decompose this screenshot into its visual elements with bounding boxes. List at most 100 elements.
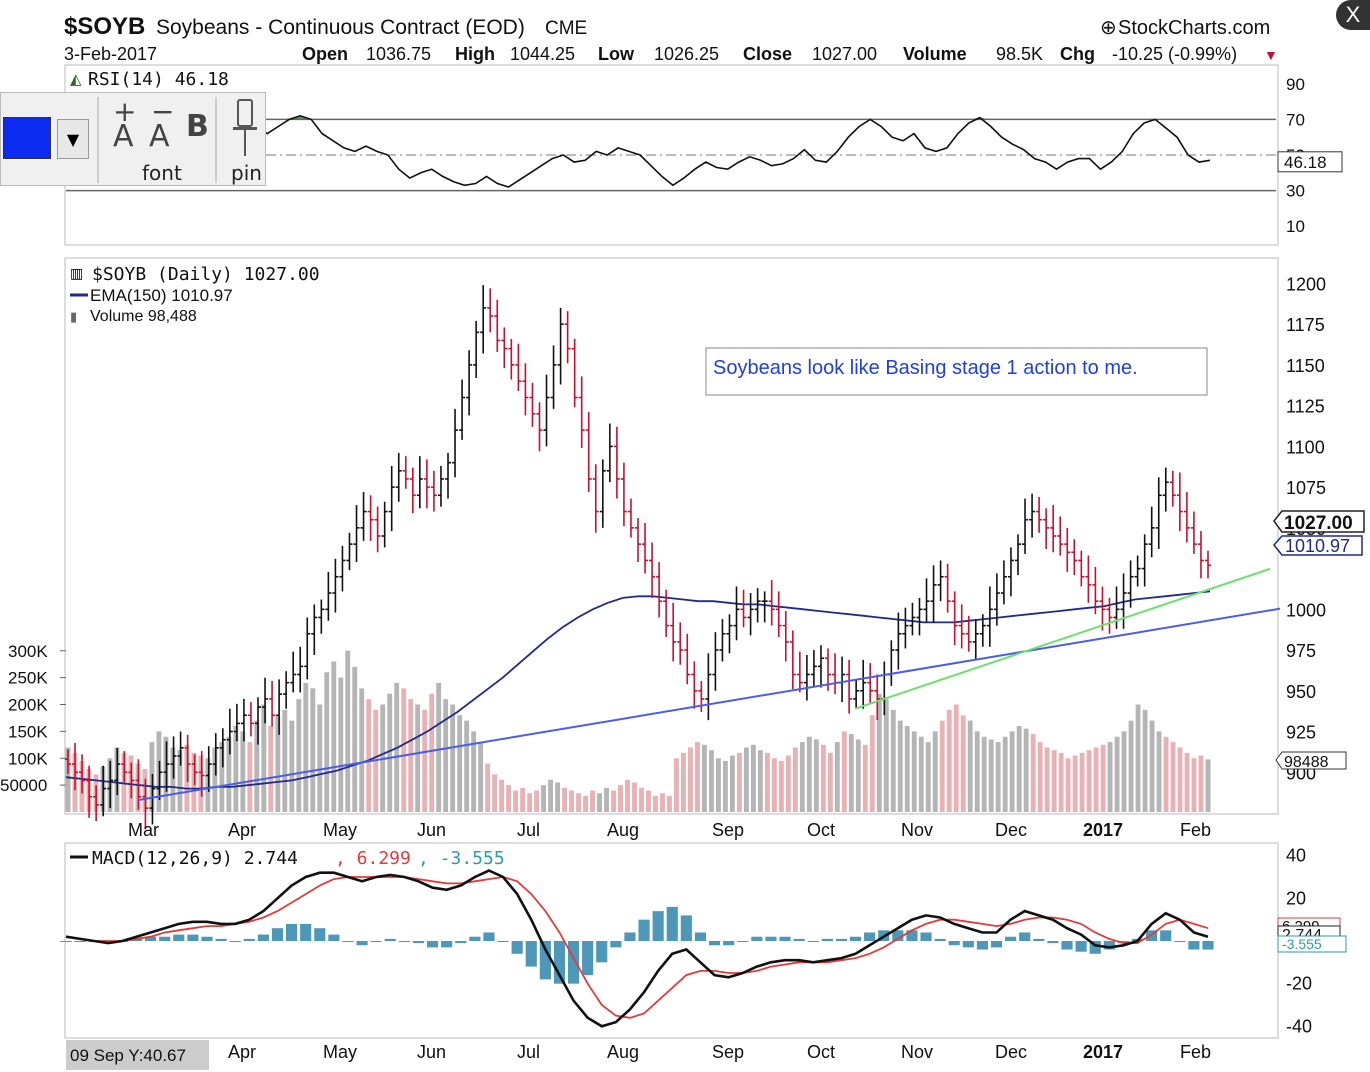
macd-histogram-bar <box>145 936 157 941</box>
open-label: Open <box>302 44 348 64</box>
macd-histogram-bar <box>398 941 410 942</box>
macd-x-tick: Jul <box>517 1042 540 1062</box>
font-decrease-button[interactable]: − <box>151 95 174 128</box>
macd-histogram-bar <box>1033 938 1045 941</box>
macd-histogram-bar <box>751 936 763 941</box>
macd-x-tick: Oct <box>807 1042 835 1062</box>
volume-bar <box>883 699 889 812</box>
volume-bar <box>632 782 637 812</box>
price-x-tick: Jun <box>417 820 446 840</box>
volume-bar <box>247 742 253 812</box>
volume-bar <box>1198 755 1204 812</box>
macd-x-tick: Jun <box>417 1042 446 1062</box>
volume-bar <box>219 742 225 812</box>
volume-bar <box>939 720 945 812</box>
macd-histogram-bar <box>286 923 298 941</box>
volume-bar <box>702 744 707 812</box>
volume-label: Volume <box>903 44 967 64</box>
price-x-tick: Feb <box>1180 820 1211 840</box>
close-icon[interactable]: X <box>1336 0 1370 30</box>
volume-bar <box>352 666 358 812</box>
volume-bar <box>583 795 588 812</box>
volume-y-tick: 250K <box>8 669 48 688</box>
volume-bar <box>1191 758 1197 812</box>
volume-bar <box>918 736 924 812</box>
macd-histogram-bar <box>1117 941 1129 944</box>
volume-bar <box>946 709 952 812</box>
color-swatch[interactable] <box>3 117 51 159</box>
macd-histogram-bar <box>187 934 199 941</box>
font-label: font <box>142 161 182 185</box>
macd-histogram-bar <box>215 938 227 941</box>
annotation-box[interactable] <box>705 347 1208 396</box>
volume-bar <box>324 672 330 812</box>
macd-histogram-bar <box>314 928 326 941</box>
macd-histogram-bar <box>412 941 425 944</box>
macd-histogram-bar <box>723 941 735 946</box>
volume-bar <box>1065 758 1071 812</box>
volume-bar <box>1030 734 1036 812</box>
volume-bar <box>555 782 561 812</box>
volume-bar <box>709 750 714 812</box>
cursor-readout: 09 Sep Y:40.67 <box>70 1046 186 1065</box>
volume-bar <box>422 709 428 812</box>
volume-bar <box>506 785 512 812</box>
volume-bar <box>401 688 407 812</box>
volume-bar <box>981 736 987 812</box>
pin-icon[interactable] <box>233 99 257 157</box>
macd-x-tick: Nov <box>901 1042 933 1062</box>
price-x-tick: Nov <box>901 820 933 840</box>
volume-bar <box>988 739 994 812</box>
macd-histogram-bar <box>356 941 368 946</box>
volume-bar <box>121 752 127 812</box>
ema-value: 1010.97 <box>1285 536 1350 556</box>
color-dropdown-button[interactable]: ▼ <box>57 119 89 159</box>
annotation-toolbar: ▼ + A − A B font pin <box>0 92 266 186</box>
volume-bar <box>366 699 372 812</box>
macd-histogram-bar <box>864 932 876 941</box>
macd-histogram-bar <box>638 919 650 941</box>
volume-bar <box>261 704 267 812</box>
macd-x-tick: Sep <box>712 1042 744 1062</box>
macd-histogram-bar <box>201 936 213 941</box>
macd-histogram-bar <box>497 941 509 942</box>
volume-bar <box>240 731 246 812</box>
volume-bar <box>722 760 728 812</box>
volume-y-tick: 150K <box>8 722 48 741</box>
macd-histogram-bar <box>370 941 382 942</box>
volume-bar <box>569 790 574 812</box>
macd-histogram-bar <box>737 941 749 942</box>
macd-histogram-bar <box>426 941 439 948</box>
macd-histogram-bar <box>666 906 678 941</box>
volume-bar <box>806 736 812 812</box>
volume-bar <box>345 650 351 812</box>
macd-x-tick: Feb <box>1180 1042 1211 1062</box>
macd-histogram-bar <box>271 928 284 941</box>
volume-y-tick: 300K <box>8 642 48 661</box>
font-increase-button[interactable]: + <box>113 95 136 128</box>
price-x-tick: Sep <box>712 820 744 840</box>
macd-x-tick: Aug <box>607 1042 639 1062</box>
price-y-tick: 950 <box>1286 682 1316 702</box>
macd-histogram-bar <box>1089 941 1101 954</box>
volume-bar <box>198 755 204 812</box>
macd-x-tick: 2017 <box>1083 1042 1123 1062</box>
price-y-tick: 1125 <box>1286 397 1325 417</box>
last-price-badge <box>1273 510 1365 533</box>
price-x-tick: Oct <box>807 820 835 840</box>
price-y-tick: 1000 <box>1286 600 1326 620</box>
volume-bar <box>890 709 896 812</box>
bold-button[interactable]: B <box>186 109 209 144</box>
price-y-tick: 925 <box>1286 723 1316 743</box>
volume-bar <box>848 734 854 812</box>
rsi-panel: 907050301046.18 <box>66 75 1343 236</box>
volume-bar <box>443 699 449 812</box>
plus-icon: + <box>113 95 137 128</box>
volume-bar <box>205 758 211 812</box>
macd-histogram-bar <box>1005 936 1017 941</box>
macd-histogram-bar <box>483 932 495 941</box>
volume-bar <box>618 785 623 812</box>
volume-bar <box>1009 731 1015 812</box>
volume-bar <box>513 790 519 812</box>
